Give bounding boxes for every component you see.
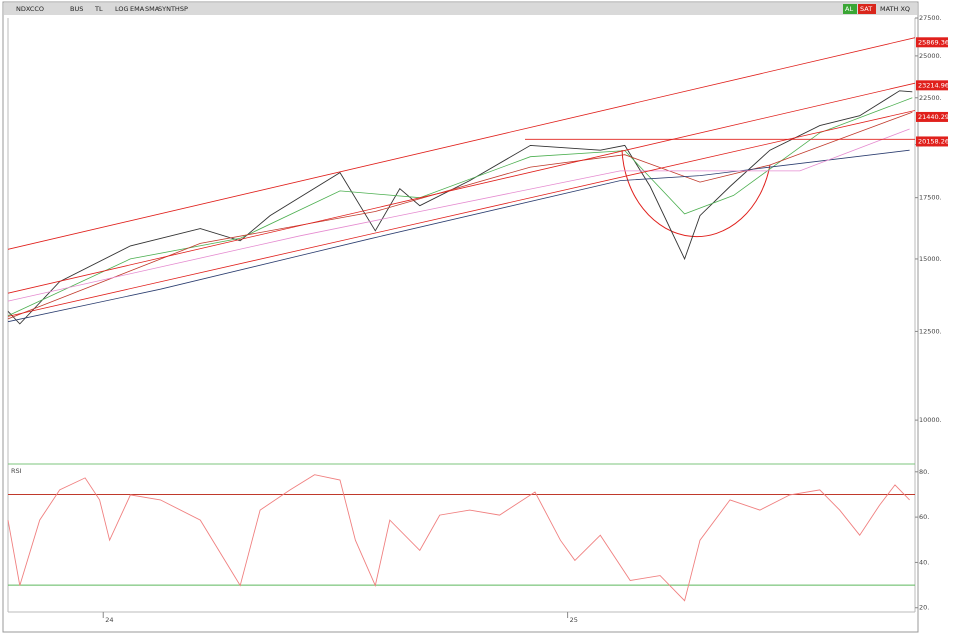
x-tick-label: 25	[570, 616, 578, 624]
toolbar-item[interactable]: AL	[845, 5, 853, 13]
y-tick-label: 10000.	[919, 416, 942, 424]
series-line	[7, 128, 910, 302]
y-tick-label: 40.	[919, 558, 929, 566]
price-label: 23214.96	[918, 81, 949, 89]
price-label: 25869.36	[918, 38, 949, 46]
series-line	[7, 110, 916, 317]
y-tick-label: 20.	[919, 604, 929, 612]
toolbar-item[interactable]: SAT	[860, 5, 872, 13]
y-tick-label: 60.	[919, 513, 929, 521]
toolbar-item[interactable]: BUS	[70, 5, 83, 13]
price-label: 20158.26	[918, 137, 949, 145]
al-button-bg	[843, 4, 857, 14]
price-label: 21440.29	[918, 113, 949, 121]
y-tick-label: 22500.	[919, 94, 942, 102]
series-line	[7, 111, 913, 320]
series-line	[7, 82, 916, 294]
price-label-box	[916, 136, 948, 147]
price-label-box	[916, 80, 948, 91]
y-tick-label: 12500.	[919, 327, 942, 335]
y-tick-label: 80.	[919, 468, 929, 476]
toolbar-item[interactable]: LOG	[115, 5, 129, 13]
toolbar-item[interactable]: NDXCCO	[16, 5, 44, 13]
series-line	[7, 474, 910, 602]
window-frame	[2, 1, 919, 633]
y-tick-label: 15000.	[919, 255, 942, 263]
series-line	[7, 37, 916, 250]
y-tick-label: 25000.	[919, 52, 942, 60]
panel-title: RSI	[11, 467, 22, 475]
toolbar-item[interactable]: SYNTHSP	[158, 5, 188, 13]
y-tick-label: 17500.	[919, 194, 942, 202]
price-label-box	[916, 111, 948, 122]
toolbar-right[interactable]: MATH XQ	[880, 5, 910, 13]
x-tick-label: 24	[105, 616, 113, 624]
toolbar-item[interactable]: TL	[94, 5, 103, 13]
price-label-box	[916, 37, 948, 48]
series-line	[7, 97, 913, 317]
series-line	[7, 90, 913, 325]
toolbar	[4, 3, 917, 15]
toolbar-item[interactable]: SMA	[145, 5, 160, 13]
sat-button-bg	[858, 4, 876, 14]
toolbar-item[interactable]: EMA	[130, 5, 145, 13]
y-tick-label: 27500.	[919, 14, 942, 22]
series-line	[7, 149, 910, 323]
cup-arc	[621, 149, 771, 238]
